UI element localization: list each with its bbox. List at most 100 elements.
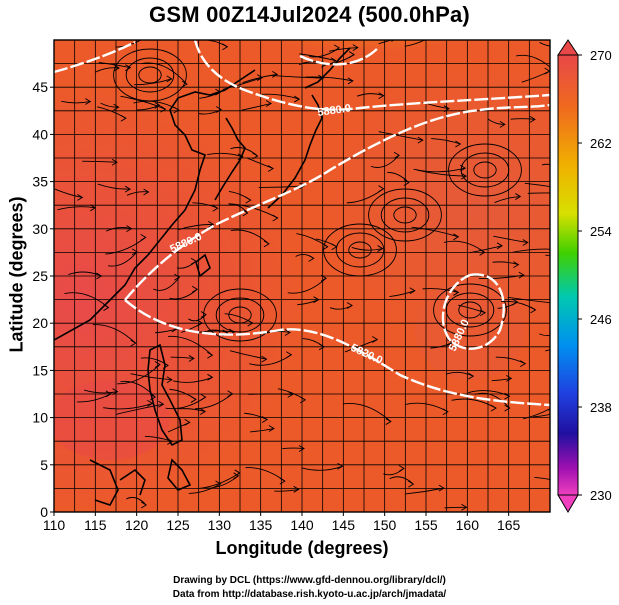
streamline	[274, 488, 299, 492]
streamline-arrow	[409, 287, 416, 295]
streamline-arrow	[504, 404, 511, 412]
streamline-arrow	[215, 480, 222, 488]
streamline-arrow	[111, 158, 118, 166]
streamline-arrow	[453, 289, 460, 296]
streamline-arrow	[438, 484, 445, 492]
streamline	[387, 172, 410, 183]
streamline	[120, 380, 156, 398]
streamline	[411, 226, 459, 238]
y-tick-label: 40	[32, 126, 48, 142]
streamline-eddy	[448, 143, 522, 197]
map-title: GSM 00Z14Jul2024 (500.0hPa)	[149, 2, 470, 27]
streamline-arrow	[261, 416, 269, 423]
streamline-arrow	[518, 271, 525, 279]
streamline	[405, 487, 444, 495]
y-axis-ticks: 0 5 10 15 20 25 30 35 40 45	[32, 79, 54, 520]
streamline	[287, 277, 327, 294]
streamline-arrow	[199, 408, 207, 415]
x-axis-ticks: 110 115 120 125 130 135 140 145 150 155 160 165	[43, 512, 521, 533]
streamline-arrow	[417, 136, 424, 144]
streamline-arrow	[112, 388, 119, 396]
x-tick-label: 125	[166, 517, 190, 533]
streamline	[117, 364, 161, 385]
streamline-arrow	[184, 419, 191, 426]
streamline-arrow	[212, 204, 219, 212]
streamline-arrow	[337, 462, 344, 470]
streamline-arrow	[174, 273, 181, 281]
streamline	[57, 206, 96, 211]
streamline-eddy	[138, 66, 162, 84]
streamline-arrow	[279, 477, 286, 485]
streamline-eddy	[393, 206, 417, 224]
streamline	[207, 152, 244, 158]
colorbar-tick-label: 238	[590, 400, 612, 415]
streamline	[172, 376, 213, 383]
streamline	[135, 40, 143, 41]
streamline	[494, 196, 521, 204]
streamline-arrow	[237, 153, 244, 161]
streamline-arrow	[120, 114, 127, 122]
streamline-arrow	[513, 261, 520, 268]
streamline-arrow	[455, 140, 462, 148]
streamline	[491, 377, 512, 382]
streamline-arrow	[320, 274, 327, 282]
streamline-arrow	[208, 221, 215, 228]
streamline	[351, 247, 383, 251]
x-tick-label: 120	[125, 517, 149, 533]
streamline-arrow	[529, 115, 536, 123]
streamline	[134, 78, 172, 86]
streamline	[107, 251, 138, 267]
streamline	[545, 254, 550, 256]
streamline	[539, 333, 550, 336]
streamline-eddy	[348, 241, 372, 259]
streamline-arrow	[267, 165, 274, 172]
streamline-arrow	[318, 343, 325, 351]
y-tick-label: 0	[40, 504, 48, 520]
streamline	[492, 261, 519, 266]
streamline-arrow	[308, 254, 315, 262]
streamline-arrow	[588, 256, 593, 262]
streamline-arrow	[499, 120, 506, 128]
streamline	[468, 390, 510, 397]
streamline	[328, 47, 358, 52]
streamline-arrow	[442, 408, 449, 416]
streamline-arrow	[352, 44, 359, 52]
streamline-arrow	[200, 311, 207, 318]
colorbar-tick-label: 270	[590, 48, 612, 63]
streamline-arrow	[265, 100, 272, 107]
streamline-arrow	[252, 152, 259, 160]
streamline	[389, 290, 415, 298]
streamline-arrow	[191, 285, 199, 293]
height-contours	[54, 40, 550, 407]
streamline-arrow	[313, 296, 320, 304]
y-axis-label: Latitude (degrees)	[6, 196, 27, 353]
streamline	[444, 506, 467, 509]
streamline-arrow	[140, 501, 148, 509]
streamline-arrow	[85, 98, 92, 105]
streamline-arrow	[200, 393, 207, 401]
streamline-arrow	[90, 204, 97, 212]
streamline-arrow	[196, 319, 203, 327]
x-axis-label: Longitude (degrees)	[215, 538, 389, 558]
streamline	[228, 204, 248, 214]
streamline	[487, 118, 505, 125]
y-tick-label: 5	[40, 457, 48, 473]
streamline-arrow	[348, 51, 356, 58]
streamline	[305, 76, 353, 82]
streamline-arrow	[124, 185, 131, 193]
streamline	[478, 274, 524, 279]
streamline	[103, 402, 153, 410]
streamline	[474, 392, 510, 409]
streamline-arrow	[520, 360, 527, 368]
streamline-arrow	[479, 248, 486, 256]
streamline	[82, 160, 118, 163]
streamline	[230, 229, 270, 245]
streamline	[510, 118, 536, 120]
streamline-arrow	[152, 26, 157, 32]
streamline	[130, 373, 172, 381]
streamline-arrow	[556, 42, 561, 48]
streamline-arrow	[215, 106, 223, 113]
streamline-eddy	[125, 57, 175, 93]
temperature-field	[54, 40, 550, 512]
